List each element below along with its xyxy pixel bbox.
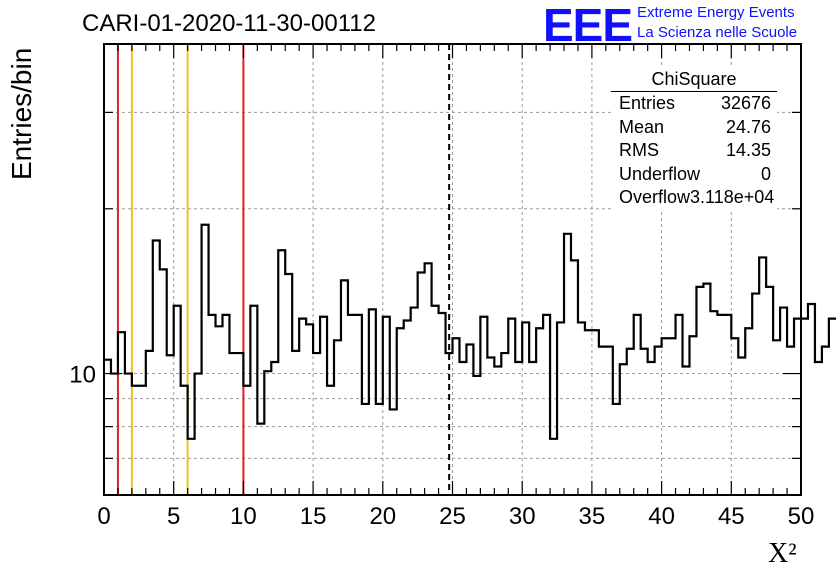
x-tick-label: 10 xyxy=(230,503,257,530)
grid-lines xyxy=(104,44,801,495)
stats-value: 32676 xyxy=(720,93,771,113)
logo-line-1: Extreme Energy Events xyxy=(637,4,795,21)
stats-value: 24.76 xyxy=(725,116,771,137)
x-tick-label: 20 xyxy=(369,503,396,530)
stats-label: Underflow xyxy=(619,163,701,184)
y-tick-label: 10 xyxy=(69,362,96,389)
stats-label: Overflow xyxy=(619,187,691,207)
stats-value: 0 xyxy=(760,163,771,184)
x-tick-label: 40 xyxy=(648,503,675,530)
marker-lines xyxy=(116,44,451,495)
x-axis-label: X² xyxy=(768,538,797,569)
x-tick-label: 5 xyxy=(167,503,180,530)
stats-row-overflow: Overflow 3.118e+04 xyxy=(611,186,777,210)
stats-title: ChiSquare xyxy=(611,67,777,92)
y-axis-ticks: 10 xyxy=(69,111,801,459)
stats-row-underflow: Underflow 0 xyxy=(611,163,777,187)
x-axis-ticks: 0 5 10 15 20 25 30 35 40 45 50 xyxy=(97,44,814,530)
y-axis-label: Entries/bin xyxy=(6,47,37,180)
stats-label: RMS xyxy=(619,140,659,160)
chart-title: CARI-01-2020-11-30-00112 xyxy=(82,10,376,37)
stats-row-entries: Entries 32676 xyxy=(611,92,777,116)
x-tick-label: 15 xyxy=(300,503,327,530)
stats-value: 14.35 xyxy=(725,140,771,160)
stats-label: Mean xyxy=(619,116,665,137)
histogram-line xyxy=(104,223,836,440)
x-tick-label: 25 xyxy=(439,503,466,530)
stats-value: 3.118e+04 xyxy=(690,187,775,207)
logo-line-2: La Scienza nelle Scuole xyxy=(637,24,798,41)
stats-box: ChiSquare Entries 32676 Mean 24.76 RMS 1… xyxy=(611,67,777,210)
stats-row-rms: RMS 14.35 xyxy=(611,139,777,163)
stats-row-mean: Mean 24.76 xyxy=(611,116,777,140)
x-tick-label: 45 xyxy=(718,503,745,530)
eee-logo: EEE xyxy=(543,0,633,51)
x-tick-label: 35 xyxy=(579,503,606,530)
x-tick-label: 30 xyxy=(509,503,536,530)
x-tick-label: 50 xyxy=(788,503,815,530)
x-tick-label: 0 xyxy=(97,503,110,530)
stats-label: Entries xyxy=(619,93,676,113)
